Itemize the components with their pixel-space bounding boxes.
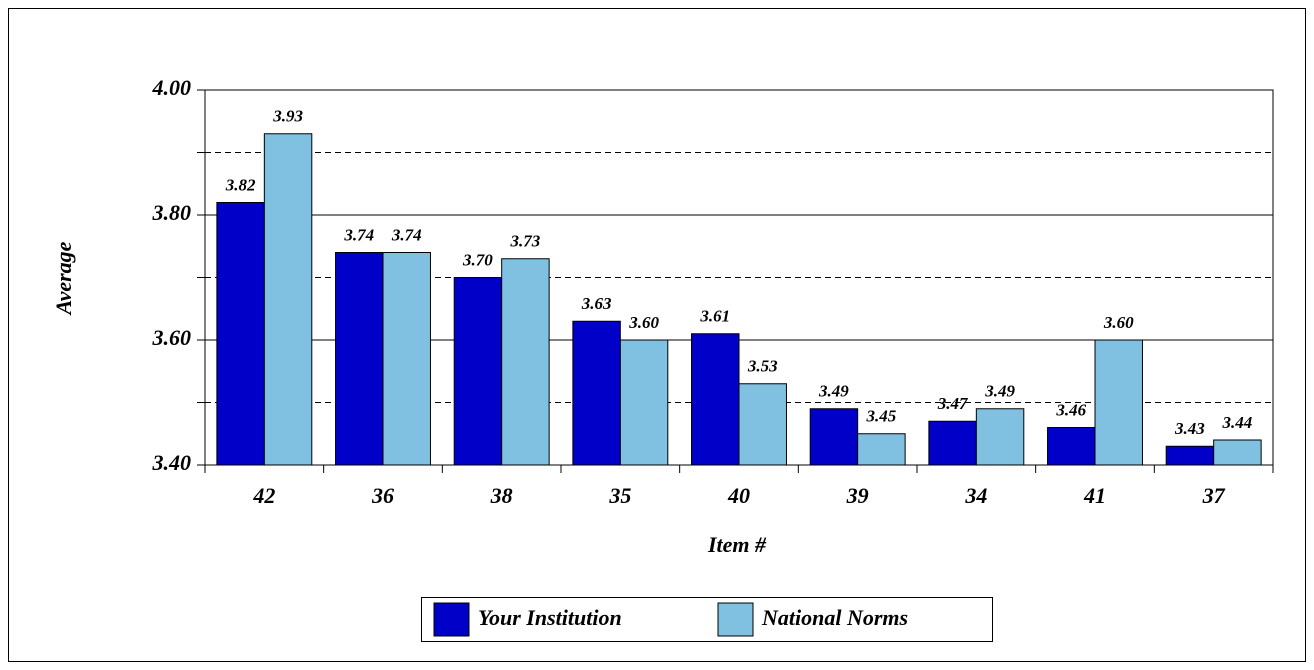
bar [1047,427,1096,466]
bar [1165,445,1215,466]
value-label: 3.93 [272,107,303,126]
y-tick-label: 4.00 [152,75,192,100]
value-label: 3.43 [1174,419,1205,438]
value-label: 3.45 [866,407,897,426]
y-axis-title: Average [51,241,76,316]
legend-label: National Norms [761,605,908,630]
bar [1094,339,1143,466]
y-tick-label: 3.80 [152,200,192,225]
bar [691,333,740,466]
x-tick-label: 39 [846,483,869,508]
value-label: 3.60 [1103,313,1134,332]
legend-swatch [433,602,470,637]
value-label: 3.73 [510,232,541,251]
legend-label: Your Institution [478,605,622,630]
value-label: 3.70 [462,250,493,269]
legend-swatch [717,602,754,637]
value-label: 3.53 [747,357,778,376]
bar [501,258,550,466]
bar [335,252,384,466]
value-label: 3.61 [699,307,730,326]
x-tick-label: 40 [727,483,750,508]
value-label: 3.49 [984,382,1015,401]
x-axis-title: Item # [707,532,767,557]
x-tick-label: 42 [252,483,275,508]
value-label: 3.63 [581,294,612,313]
bar [1213,439,1262,466]
plot-border [204,89,1274,466]
bar [809,408,859,466]
y-tick-label: 3.60 [152,325,192,350]
bar [619,339,669,466]
bar [216,202,265,466]
x-tick-label: 37 [1202,483,1226,508]
x-tick-label: 36 [371,483,394,508]
bar [928,420,977,466]
bar [572,320,621,466]
bar [857,433,906,466]
legend-box [421,597,993,642]
bar [453,277,503,466]
x-tick-label: 35 [608,483,631,508]
x-tick-label: 41 [1083,483,1106,508]
value-label: 3.47 [937,394,969,413]
value-label: 3.46 [1055,400,1086,419]
value-label: 3.44 [1222,413,1253,432]
value-label: 3.49 [818,382,849,401]
value-label: 3.74 [343,225,374,244]
y-tick-label: 3.40 [152,450,192,475]
value-label: 3.74 [391,225,422,244]
x-tick-label: 38 [490,483,513,508]
value-label: 3.82 [225,175,256,194]
x-tick-label: 34 [964,483,987,508]
bar [382,252,431,466]
value-label: 3.60 [628,313,659,332]
bar [975,408,1025,466]
bar [738,383,787,466]
bar [263,133,313,466]
